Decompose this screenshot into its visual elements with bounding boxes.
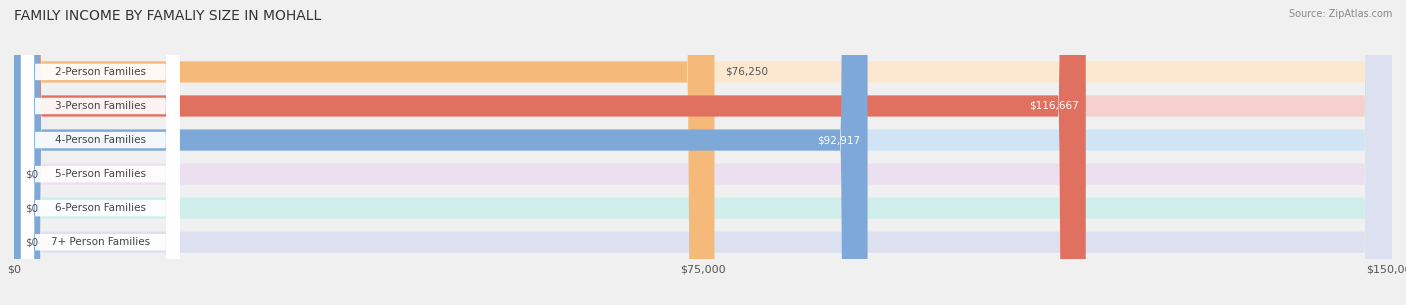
FancyBboxPatch shape — [14, 0, 714, 305]
FancyBboxPatch shape — [14, 0, 1392, 305]
Text: 7+ Person Families: 7+ Person Families — [51, 237, 150, 247]
FancyBboxPatch shape — [14, 0, 1392, 305]
Text: $76,250: $76,250 — [725, 67, 769, 77]
FancyBboxPatch shape — [21, 0, 180, 305]
FancyBboxPatch shape — [14, 0, 1392, 305]
Text: 5-Person Families: 5-Person Families — [55, 169, 146, 179]
FancyBboxPatch shape — [21, 0, 180, 305]
FancyBboxPatch shape — [21, 0, 180, 305]
FancyBboxPatch shape — [21, 0, 180, 305]
Text: $0: $0 — [25, 237, 38, 247]
Text: $0: $0 — [25, 203, 38, 213]
FancyBboxPatch shape — [14, 0, 1085, 305]
FancyBboxPatch shape — [14, 0, 1392, 305]
FancyBboxPatch shape — [14, 0, 868, 305]
Text: 4-Person Families: 4-Person Families — [55, 135, 146, 145]
Text: Source: ZipAtlas.com: Source: ZipAtlas.com — [1288, 9, 1392, 19]
Text: $116,667: $116,667 — [1029, 101, 1078, 111]
Text: 3-Person Families: 3-Person Families — [55, 101, 146, 111]
FancyBboxPatch shape — [21, 0, 180, 305]
Text: 2-Person Families: 2-Person Families — [55, 67, 146, 77]
FancyBboxPatch shape — [14, 0, 1392, 305]
Text: $92,917: $92,917 — [817, 135, 860, 145]
Text: $0: $0 — [25, 169, 38, 179]
FancyBboxPatch shape — [14, 0, 1392, 305]
Text: FAMILY INCOME BY FAMALIY SIZE IN MOHALL: FAMILY INCOME BY FAMALIY SIZE IN MOHALL — [14, 9, 322, 23]
Text: 6-Person Families: 6-Person Families — [55, 203, 146, 213]
FancyBboxPatch shape — [21, 0, 180, 305]
